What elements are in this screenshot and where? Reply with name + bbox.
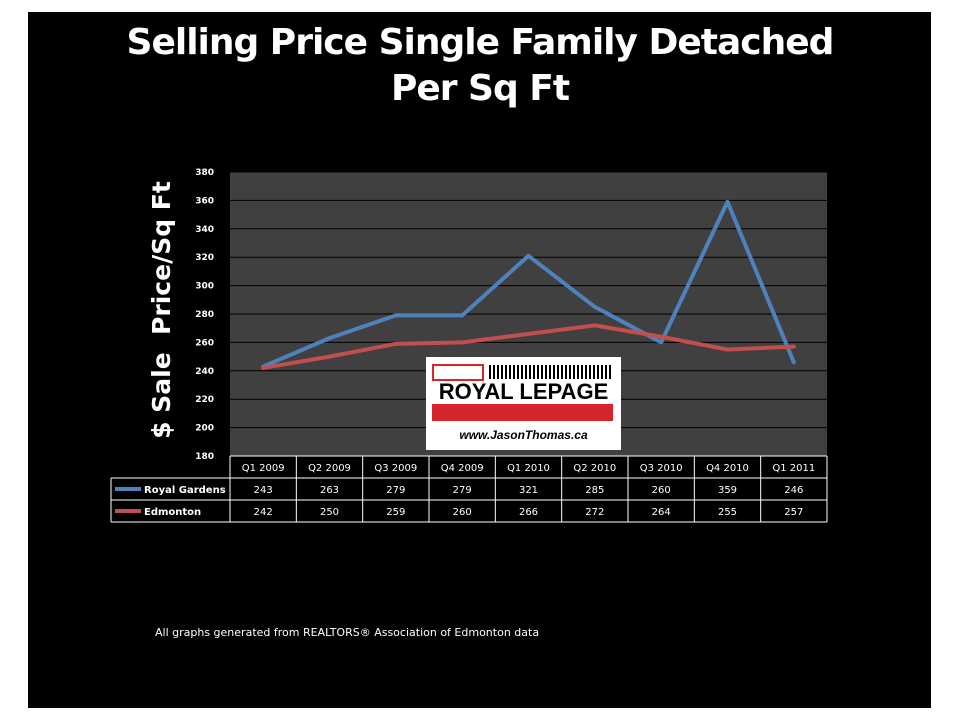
series-line-1 xyxy=(261,323,796,370)
x-tick-label: Q3 2010 xyxy=(640,463,683,474)
y-tick-label: 260 xyxy=(195,338,214,348)
title-line-1: Selling Price Single Family Detached xyxy=(126,22,835,63)
x-tick-label: Q1 2009 xyxy=(242,463,285,474)
data-label: 260 xyxy=(453,507,472,518)
data-label: 243 xyxy=(254,485,273,496)
data-label: 246 xyxy=(784,485,803,496)
data-label: 259 xyxy=(386,507,405,518)
title-line-2: Per Sq Ft xyxy=(390,68,570,109)
data-label: 255 xyxy=(718,507,737,518)
data-label: 242 xyxy=(254,507,273,518)
y-axis-label: $ Sale Price/Sq Ft xyxy=(147,181,176,439)
x-tick-label: Q4 2009 xyxy=(441,463,484,474)
y-tick-label: 280 xyxy=(195,310,214,320)
logo-wordmark: ROYAL LEPAGE xyxy=(438,379,609,404)
chart-title: Selling Price Single Family Detached Per… xyxy=(0,20,960,112)
y-tick-label: 380 xyxy=(195,168,214,178)
x-tick-label: Q4 2010 xyxy=(706,463,749,474)
data-label: 264 xyxy=(652,507,671,518)
data-label: 257 xyxy=(784,507,803,518)
data-label: 263 xyxy=(320,485,339,496)
y-tick-label: 220 xyxy=(195,395,214,405)
data-table: Q1 2009 Q2 2009 Q3 2009 Q4 2009 Q1 2010 Q2 20… xyxy=(110,455,828,523)
logo-website: www.JasonThomas.ca xyxy=(459,428,588,442)
series-line-0 xyxy=(261,199,796,369)
data-label: 285 xyxy=(585,485,604,496)
y-tick-label: 360 xyxy=(195,196,214,206)
logo-stripe-pattern xyxy=(489,365,613,379)
x-tick-label: Q1 2010 xyxy=(507,463,550,474)
legend-entry: Edmonton xyxy=(144,507,201,518)
data-label: 266 xyxy=(519,507,538,518)
x-tick-label: Q2 2009 xyxy=(308,463,351,474)
y-tick-label: 200 xyxy=(195,424,214,434)
y-tick-label: 340 xyxy=(195,225,214,235)
logo-outline-box xyxy=(432,364,484,381)
x-tick-label: Q1 2011 xyxy=(772,463,815,474)
data-label: 279 xyxy=(453,485,472,496)
data-label: 279 xyxy=(386,485,405,496)
y-tick-label: 320 xyxy=(195,253,214,263)
royal-lepage-logo: ROYAL LEPAGE www.JasonThomas.ca xyxy=(426,357,621,450)
data-label: 359 xyxy=(718,485,737,496)
y-tick-label: 180 xyxy=(195,452,214,462)
data-label: 272 xyxy=(585,507,604,518)
data-label: 260 xyxy=(652,485,671,496)
y-tick-label: 240 xyxy=(195,367,214,377)
data-label: 321 xyxy=(519,485,538,496)
series-lines xyxy=(261,199,796,370)
x-tick-label: Q3 2009 xyxy=(374,463,417,474)
data-label: 250 xyxy=(320,507,339,518)
footnote: All graphs generated from REALTORS® Asso… xyxy=(155,626,540,639)
y-tick-label: 300 xyxy=(195,282,214,292)
y-axis-ticks: 180 200 220 240 260 280 300 320 340 360 380 xyxy=(195,168,214,462)
x-tick-label: Q2 2010 xyxy=(573,463,616,474)
legend-entry: Royal Gardens xyxy=(144,485,226,496)
logo-red-bar xyxy=(432,404,613,421)
